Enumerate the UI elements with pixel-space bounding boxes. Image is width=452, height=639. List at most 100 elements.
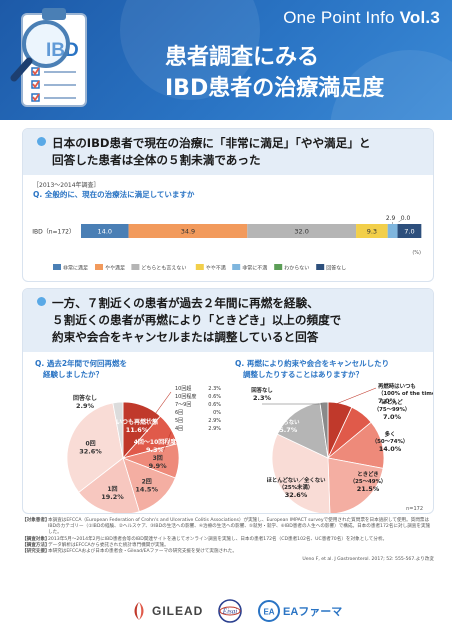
satisfaction-card: 日本のIBD患者で現在の治療に「非常に満足」「やや満足」と 回答した患者は全体の… — [22, 128, 434, 282]
bar-segment — [128, 224, 248, 238]
bullet-icon — [37, 297, 46, 306]
breakdown-leader-line — [162, 431, 172, 453]
legend-label: わからない — [284, 264, 309, 271]
pie-slice-value: 21.5% — [357, 485, 380, 493]
unit-label: (%) — [412, 250, 421, 256]
section1-headline: 日本のIBD患者で現在の治療に「非常に満足」「やや満足」と 回答した患者は全体の… — [23, 129, 433, 175]
bar-value-label: 14.0 — [98, 228, 112, 236]
leader-line — [335, 387, 377, 405]
page-title: 患者調査にみる IBD患者の治療満足度 — [165, 45, 385, 101]
breakdown-leader-line — [144, 391, 172, 429]
legend-label: 非常に満足 — [63, 264, 88, 271]
pie-slice-label: 回答なし — [251, 386, 273, 394]
legend-label: 回答なし — [326, 264, 346, 271]
bar-row-label: IBD（n=172） — [32, 229, 75, 236]
pie-slice-label: 0回 — [85, 440, 95, 448]
pie-slice-value: 2.9% — [76, 402, 95, 410]
bar-value-label: 7.0 — [404, 228, 414, 236]
satisfaction-bar-chart: IBD（n=172） 14.0 34.9 32.0 9.3 2.9 0.0 7.0 (%) 非常に… — [32, 215, 422, 271]
legend-swatch — [195, 264, 204, 270]
bar-value-label: 32.0 — [294, 228, 308, 236]
cancel-pie-chart: 再燃時はいつも（100% of the time）7.0%ほとんど（75～99%… — [251, 382, 433, 513]
survey-period: ［2013～2014年調査］ — [33, 182, 100, 189]
breakdown-label: 6回 — [175, 410, 183, 416]
satisfaction-question: Q. 全般的に、現在の治療法に満足していますか — [33, 190, 195, 199]
legend-swatch — [316, 264, 325, 270]
svg-text:Eisai: Eisai — [222, 608, 237, 616]
pie-slice — [78, 457, 140, 513]
pie-slice-label: （75～99%） — [374, 405, 411, 413]
pie-slice — [319, 401, 329, 459]
section2-headline: 一方、７割近くの患者が過去２年間に再燃を経験、 ５割近くの患者が再燃により「とき… — [23, 289, 433, 352]
flare-count-question: Q. 過去2年間で何回再燃を 経験しましたか？ — [35, 359, 128, 379]
pie-slice-label: 再燃時はいつも — [378, 382, 416, 390]
pie-slice-value: 19.2% — [101, 493, 124, 501]
eisai-logo: Eisai — [218, 598, 242, 624]
pie-slice-value: 9.9% — [149, 462, 168, 470]
gilead-logo: GILEAD — [130, 598, 203, 624]
breakdown-value: 0% — [213, 410, 221, 416]
legend-label: やや満足 — [105, 264, 125, 271]
legend-label: 非常に不満 — [242, 264, 267, 271]
legend-swatch — [95, 264, 103, 270]
svg-text:EA: EA — [263, 608, 274, 617]
gilead-mark-icon — [134, 602, 144, 620]
eisai-mark-icon: Eisai — [218, 599, 242, 623]
legend-label: どちらとも言えない — [141, 264, 186, 271]
legend-swatch — [232, 264, 241, 270]
ea-pharma-logo: EA EAファーマ — [258, 598, 342, 624]
series-label: One Point Info Vol.3 — [283, 8, 440, 27]
legend-swatch — [274, 264, 283, 270]
breakdown-label: 10回超 — [175, 385, 191, 392]
breakdown-value: 2.9% — [208, 426, 221, 432]
legend-swatch — [53, 264, 61, 270]
cancel-question: Q. 再燃により約束や会合をキャンセルしたり 調整したりすることはありますか？ — [235, 359, 390, 379]
pie-slice — [276, 402, 329, 459]
pie-slice-value: 32.6% — [285, 491, 308, 499]
pie-slice-label: 回答なし — [73, 394, 97, 402]
clipboard-magnifier-illustration: IBD — [10, 8, 87, 107]
legend-swatch — [131, 264, 140, 270]
pie-slice-value: 14.5% — [135, 485, 158, 493]
bar-value-label: 0.0 — [401, 215, 411, 222]
bar-segment — [387, 224, 398, 238]
pie-slice — [271, 433, 331, 513]
legend-label: やや不満 — [206, 264, 226, 271]
pie-slice-label: わからない — [273, 419, 301, 426]
bar-value-label: 9.3 — [367, 228, 377, 236]
pie-slice-value: 2.3% — [253, 394, 272, 402]
breakdown-value: 0.6% — [208, 394, 221, 400]
pie-slice-label: （25～49%） — [350, 477, 387, 485]
pie-slice-value: 15.7% — [275, 426, 298, 434]
pie-slice-value: 32.6% — [79, 448, 102, 456]
ea-mark-icon: EA — [258, 600, 280, 622]
bullet-icon — [37, 137, 46, 146]
sample-size-label: n=172 — [406, 506, 423, 512]
pie-slice-value: 7.0% — [383, 413, 402, 421]
pie-slice-label: ほとんどない／全くない — [266, 476, 326, 484]
pie-slice-label: 1回 — [107, 485, 117, 493]
pie-slice — [327, 457, 384, 513]
breakdown-value: 0.6% — [208, 402, 221, 408]
pie-slice-label: 4回～10回程度 — [134, 438, 178, 446]
citation: Ueno F, et al. J Gastroenterol. 2017; 52… — [302, 557, 434, 563]
pie-slice — [122, 457, 176, 513]
bar-segment — [397, 224, 422, 238]
flare-count-pie-chart: いつも再燃状態11.6%4回～10回程度9.3%3回9.9%2回14.5%1回1… — [66, 385, 221, 513]
pie-slice-label: （25%未満） — [279, 483, 313, 491]
flare-card: 一方、７割近くの患者が過去２年間に再燃を経験、 ５割近くの患者が再燃により「とき… — [22, 288, 434, 514]
breakdown-label: 5回 — [175, 418, 183, 424]
pie-slice — [112, 401, 124, 459]
pie-slice-value: 9.3% — [146, 446, 165, 454]
bar-segment — [247, 224, 357, 238]
breakdown-label: 10回程度 — [175, 393, 196, 400]
pie-slice-label: ときどき — [357, 470, 378, 478]
pie-slice-label: （50～74%） — [372, 437, 409, 445]
breakdown-label: 4回 — [175, 426, 183, 432]
pie-slice-label: ほとんど — [381, 398, 403, 406]
pie-slice — [66, 402, 124, 493]
header-banner: One Point Info Vol.3 IBD 患者調査にみる IBD患者の治… — [0, 0, 452, 120]
bar-value-label: 34.9 — [181, 228, 195, 236]
pie-slice-label: 多く — [385, 430, 396, 438]
leader-line — [398, 219, 402, 223]
